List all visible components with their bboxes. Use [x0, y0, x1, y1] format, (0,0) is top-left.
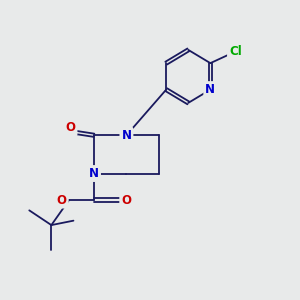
Text: Cl: Cl: [229, 45, 242, 58]
Text: N: N: [122, 129, 131, 142]
Text: O: O: [57, 194, 67, 207]
Text: N: N: [206, 83, 215, 96]
Text: O: O: [65, 122, 76, 134]
Text: O: O: [57, 194, 67, 207]
Text: O: O: [122, 194, 131, 207]
Text: Cl: Cl: [229, 45, 242, 58]
Text: N: N: [89, 167, 99, 180]
Text: N: N: [122, 129, 131, 142]
Text: N: N: [89, 167, 99, 180]
Text: O: O: [122, 194, 131, 207]
Text: O: O: [65, 122, 76, 134]
Text: N: N: [206, 83, 215, 96]
